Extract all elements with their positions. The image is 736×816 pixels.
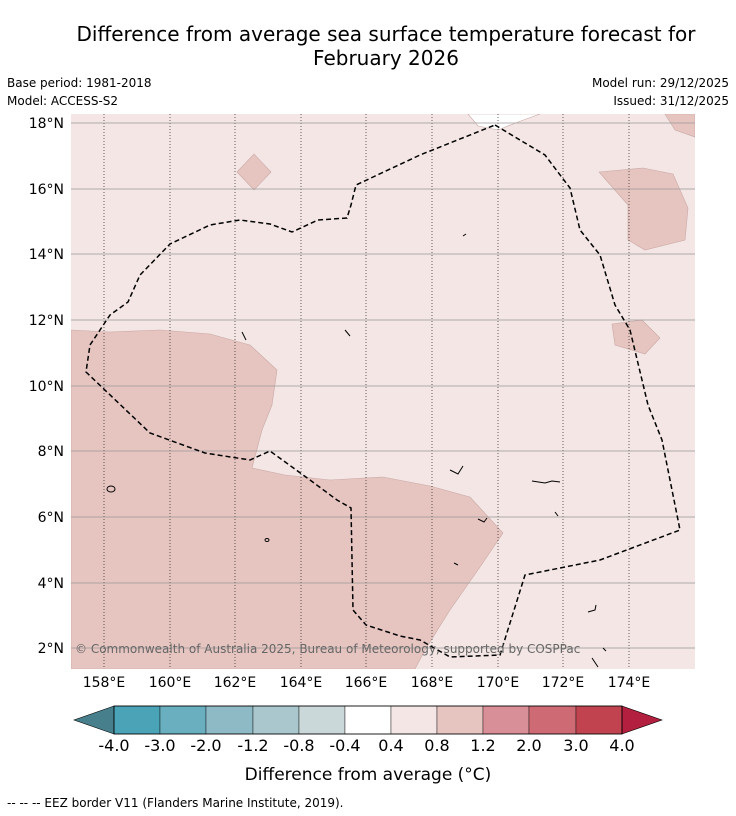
island (591, 657, 599, 668)
colorbar-tick-label: -2.0 (190, 736, 221, 755)
base-period: Base period: 1981-2018 (7, 76, 152, 90)
lat-tick-label: 4°N (38, 576, 64, 592)
islands (106, 233, 607, 668)
colorbar-tick-label: -3.0 (144, 736, 175, 755)
anomaly-patch-northeast (598, 167, 689, 251)
lat-tick-label: 8°N (38, 444, 64, 460)
colorbar-segment (159, 705, 207, 735)
colorbar: -4.0 -3.0 -2.0 -1.2 -0.8 -0.4 0.4 0.8 1.… (73, 705, 663, 785)
eez-footnote: -- -- -- EEZ border V11 (Flanders Marine… (7, 796, 344, 810)
map-title: Difference from average sea surface temp… (0, 22, 736, 70)
colorbar-tick-label: -0.4 (329, 736, 360, 755)
latitude-gridlines (71, 122, 695, 649)
lon-tick-label: 160°E (149, 675, 192, 691)
colorbar-segment (482, 705, 530, 735)
colorbar-segment (436, 705, 484, 735)
island (453, 562, 459, 566)
anomaly-patch-north (236, 153, 272, 191)
lat-tick-label: 14°N (29, 247, 64, 263)
lon-tick-label: 158°E (83, 675, 126, 691)
lat-tick-label: 18°N (29, 116, 64, 132)
longitude-tick-labels: 158°E 160°E 162°E 164°E 166°E 168°E 170°… (83, 675, 651, 691)
colorbar-segment (390, 705, 438, 735)
island (477, 517, 488, 523)
lon-tick-label: 162°E (214, 675, 257, 691)
island (264, 538, 270, 542)
colorbar-label: Difference from average (°C) (245, 765, 492, 785)
map-area (71, 114, 695, 669)
colorbar-tick-label: 2.0 (516, 736, 541, 755)
colorbar-tick-label: -4.0 (98, 736, 129, 755)
colorbar-segment (575, 705, 623, 735)
colorbar-segment (344, 705, 392, 735)
anomaly-patch-corner (664, 114, 695, 138)
meta-left: Base period: 1981-2018 Model: ACCESS-S2 (7, 74, 152, 110)
colorbar-segment (298, 705, 346, 735)
anomaly-neutral-patch (467, 114, 541, 131)
title-line-1: Difference from average sea surface temp… (76, 22, 696, 46)
colorbar-tick-label: 4.0 (609, 736, 634, 755)
island (449, 465, 464, 475)
island (241, 331, 247, 341)
meta-right: Model run: 29/12/2025 Issued: 31/12/2025 (592, 74, 729, 110)
colorbar-segment (205, 705, 254, 735)
island (462, 233, 467, 237)
lon-tick-label: 164°E (280, 675, 323, 691)
colorbar-tick-label: 0.8 (424, 736, 449, 755)
island (344, 329, 351, 337)
lat-tick-label: 2°N (38, 641, 64, 657)
model-name: Model: ACCESS-S2 (7, 94, 119, 108)
latitude-tick-labels: 18°N 16°N 14°N 12°N 10°N 8°N 6°N 4°N 2°N (29, 116, 64, 657)
colorbar-segment (252, 705, 300, 735)
longitude-gridlines (103, 114, 630, 669)
colorbar-arrow-high (621, 705, 663, 735)
anomaly-patch-west (71, 329, 504, 669)
colorbar-tick-label: 3.0 (563, 736, 588, 755)
colorbar-tick-label: -1.2 (237, 736, 268, 755)
copyright-text: © Commonwealth of Australia 2025, Bureau… (75, 642, 580, 656)
colorbar-tick-label: -0.8 (283, 736, 314, 755)
lon-tick-label: 174°E (608, 675, 651, 691)
island (554, 511, 559, 517)
issued-date: Issued: 31/12/2025 (613, 94, 729, 108)
lat-tick-label: 6°N (38, 510, 64, 526)
colorbar-tick-label: 1.2 (470, 736, 495, 755)
lon-tick-label: 170°E (477, 675, 520, 691)
island (587, 604, 597, 613)
colorbar-frame (113, 705, 623, 735)
colorbar-segment (528, 705, 577, 735)
anomaly-patch-east (611, 319, 661, 355)
lon-tick-label: 168°E (411, 675, 454, 691)
lat-tick-label: 10°N (29, 379, 64, 395)
island (602, 647, 607, 652)
model-run: Model run: 29/12/2025 (591, 76, 729, 90)
colorbar-arrow-low (73, 705, 115, 735)
colorbar-tick-label: 0.4 (378, 736, 403, 755)
lat-tick-label: 16°N (29, 182, 64, 198)
island (106, 485, 116, 493)
eez-border (85, 124, 681, 658)
island (531, 480, 561, 484)
lon-tick-label: 172°E (542, 675, 585, 691)
title-line-2: February 2026 (313, 46, 459, 70)
lon-tick-label: 166°E (345, 675, 388, 691)
lat-tick-label: 12°N (29, 313, 64, 329)
colorbar-segment (113, 705, 161, 735)
